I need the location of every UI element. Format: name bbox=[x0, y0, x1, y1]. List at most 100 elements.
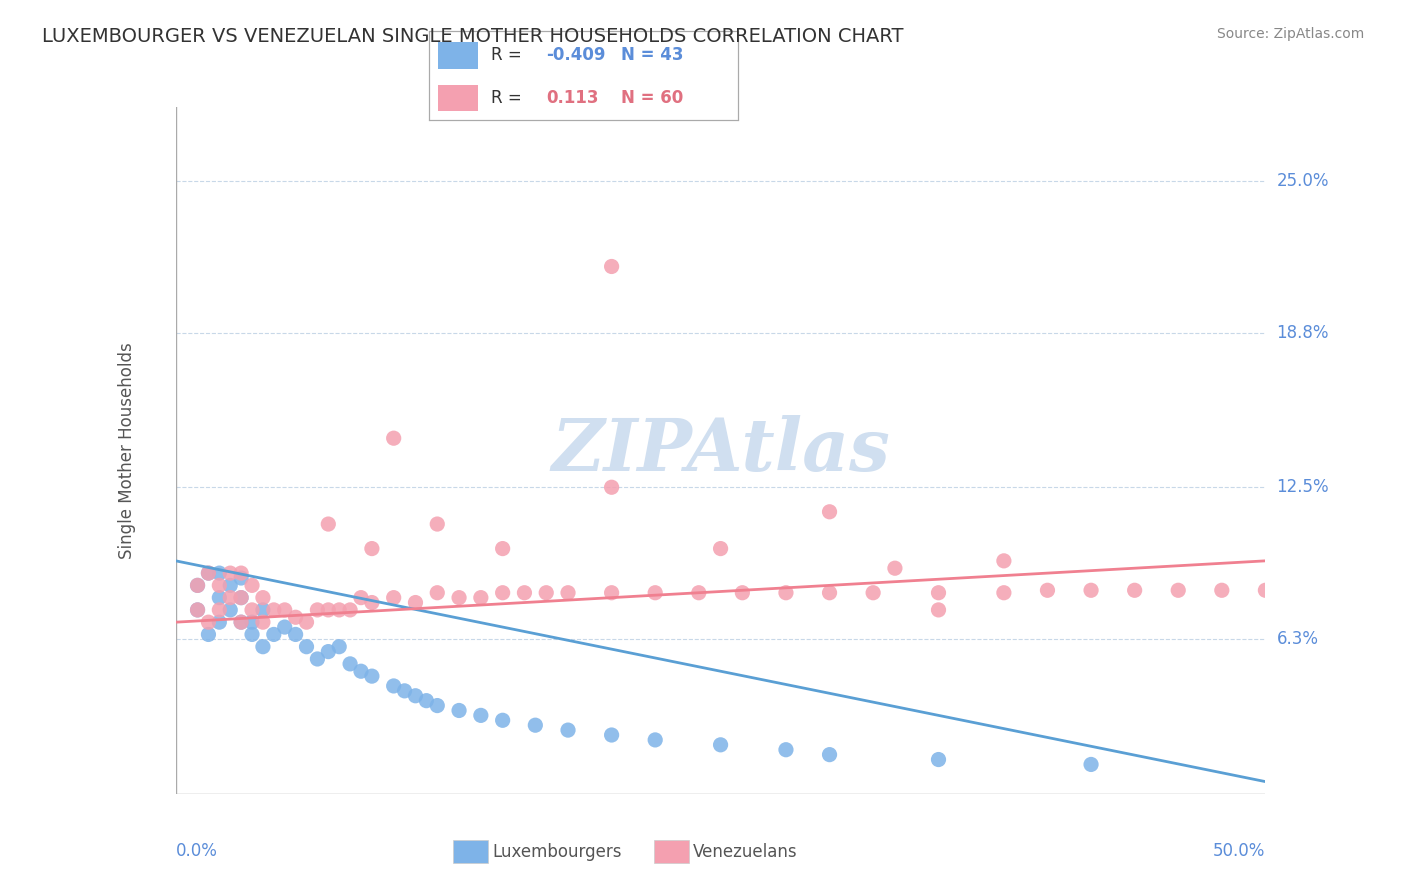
Point bbox=[447, 703, 470, 717]
Point bbox=[524, 718, 547, 732]
Point bbox=[360, 596, 382, 610]
Point bbox=[1036, 583, 1059, 598]
Point bbox=[1211, 583, 1233, 598]
Point bbox=[274, 620, 297, 634]
Point bbox=[186, 603, 209, 617]
Point bbox=[231, 566, 253, 581]
Point bbox=[339, 603, 361, 617]
FancyBboxPatch shape bbox=[439, 42, 478, 69]
Point bbox=[219, 566, 242, 581]
Text: N = 60: N = 60 bbox=[620, 89, 683, 107]
Point bbox=[884, 561, 907, 575]
Point bbox=[186, 578, 209, 592]
Point bbox=[252, 615, 274, 630]
Point bbox=[252, 591, 274, 605]
Point bbox=[382, 591, 405, 605]
Point bbox=[644, 585, 666, 599]
Point bbox=[710, 541, 733, 556]
Point bbox=[644, 733, 666, 747]
Text: R =: R = bbox=[491, 89, 527, 107]
Point bbox=[186, 578, 209, 592]
Point bbox=[557, 723, 579, 737]
Point bbox=[928, 585, 950, 599]
Text: 0.113: 0.113 bbox=[547, 89, 599, 107]
Text: LUXEMBOURGER VS VENEZUELAN SINGLE MOTHER HOUSEHOLDS CORRELATION CHART: LUXEMBOURGER VS VENEZUELAN SINGLE MOTHER… bbox=[42, 27, 904, 45]
Point bbox=[405, 689, 427, 703]
Point bbox=[688, 585, 710, 599]
Point bbox=[405, 596, 427, 610]
Point bbox=[862, 585, 884, 599]
Point bbox=[197, 627, 219, 641]
Point bbox=[295, 640, 318, 654]
Point bbox=[993, 554, 1015, 568]
Point bbox=[382, 679, 405, 693]
Point bbox=[284, 610, 307, 624]
Point bbox=[775, 742, 797, 756]
Point bbox=[492, 585, 515, 599]
Point bbox=[208, 578, 231, 592]
Point bbox=[274, 603, 297, 617]
Point bbox=[600, 728, 623, 742]
Text: 50.0%: 50.0% bbox=[1213, 842, 1265, 860]
FancyBboxPatch shape bbox=[439, 85, 478, 112]
Point bbox=[231, 615, 253, 630]
Point bbox=[219, 578, 242, 592]
Point bbox=[775, 585, 797, 599]
Point bbox=[252, 603, 274, 617]
Point bbox=[328, 640, 350, 654]
Point bbox=[993, 585, 1015, 599]
Point bbox=[318, 517, 340, 532]
Point bbox=[818, 747, 841, 762]
Point bbox=[231, 571, 253, 585]
Point bbox=[339, 657, 361, 671]
Text: Source: ZipAtlas.com: Source: ZipAtlas.com bbox=[1216, 27, 1364, 41]
Point bbox=[492, 714, 515, 728]
Point bbox=[318, 603, 340, 617]
Point bbox=[818, 505, 841, 519]
Point bbox=[600, 260, 623, 274]
Point bbox=[231, 615, 253, 630]
Point bbox=[928, 753, 950, 767]
Point bbox=[186, 603, 209, 617]
Point bbox=[197, 566, 219, 581]
Text: R =: R = bbox=[491, 46, 527, 64]
Point bbox=[1167, 583, 1189, 598]
Point bbox=[208, 591, 231, 605]
Point bbox=[492, 541, 515, 556]
Text: 18.8%: 18.8% bbox=[1277, 324, 1329, 342]
Point bbox=[318, 644, 340, 658]
Point bbox=[307, 603, 329, 617]
Text: 25.0%: 25.0% bbox=[1277, 171, 1329, 190]
Point bbox=[470, 591, 492, 605]
Point bbox=[426, 517, 449, 532]
Point bbox=[394, 683, 416, 698]
Point bbox=[219, 603, 242, 617]
Point bbox=[1123, 583, 1146, 598]
Point bbox=[1254, 583, 1277, 598]
Point bbox=[534, 585, 557, 599]
Point bbox=[447, 591, 470, 605]
Point bbox=[360, 541, 382, 556]
Point bbox=[208, 615, 231, 630]
Point bbox=[350, 591, 373, 605]
Point bbox=[470, 708, 492, 723]
Point bbox=[382, 431, 405, 445]
Text: ZIPAtlas: ZIPAtlas bbox=[551, 415, 890, 486]
Point bbox=[557, 585, 579, 599]
Point bbox=[415, 694, 437, 708]
Point bbox=[295, 615, 318, 630]
Point bbox=[600, 480, 623, 494]
Point bbox=[219, 591, 242, 605]
Point bbox=[328, 603, 350, 617]
Point bbox=[240, 603, 263, 617]
Text: Venezuelans: Venezuelans bbox=[693, 843, 797, 861]
Text: 6.3%: 6.3% bbox=[1277, 631, 1319, 648]
Point bbox=[240, 578, 263, 592]
Text: -0.409: -0.409 bbox=[547, 46, 606, 64]
Point bbox=[426, 585, 449, 599]
Text: Luxembourgers: Luxembourgers bbox=[492, 843, 621, 861]
Point bbox=[208, 566, 231, 581]
Point bbox=[600, 585, 623, 599]
Point bbox=[240, 615, 263, 630]
Point bbox=[928, 603, 950, 617]
